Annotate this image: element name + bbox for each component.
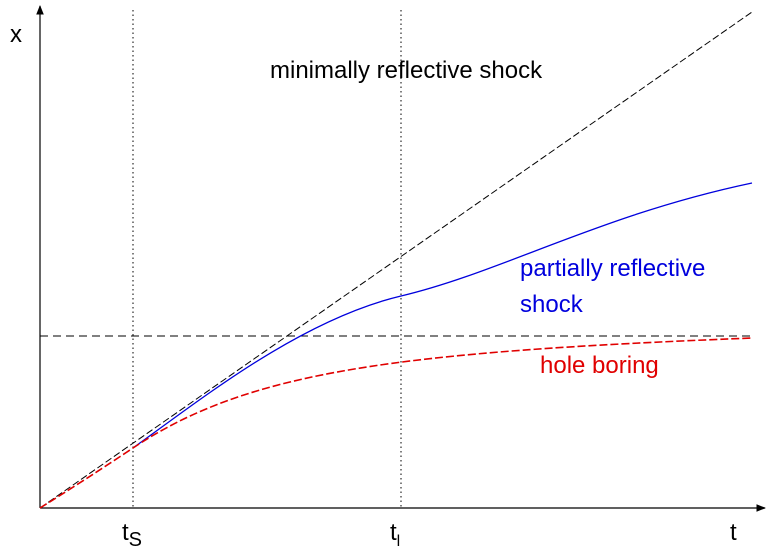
curve-label: hole boring [540, 352, 659, 379]
marker-label: tS [122, 519, 142, 551]
marker-label: tl [390, 519, 400, 550]
curve-label: partially reflective [520, 255, 705, 282]
marker-sub: S [129, 529, 142, 551]
marker-main: t [390, 519, 397, 546]
minimal-reflective-curve [39, 11, 753, 509]
curve-label: minimally reflective shock [270, 57, 543, 84]
partial-reflective-curve [132, 182, 753, 449]
x-axis-label: t [730, 519, 737, 546]
y-axis-label: x [10, 21, 22, 48]
hole-boring-curve [39, 337, 753, 509]
curve-label: shock [520, 291, 584, 318]
marker-main: t [122, 519, 129, 546]
marker-sub: l [397, 533, 401, 550]
